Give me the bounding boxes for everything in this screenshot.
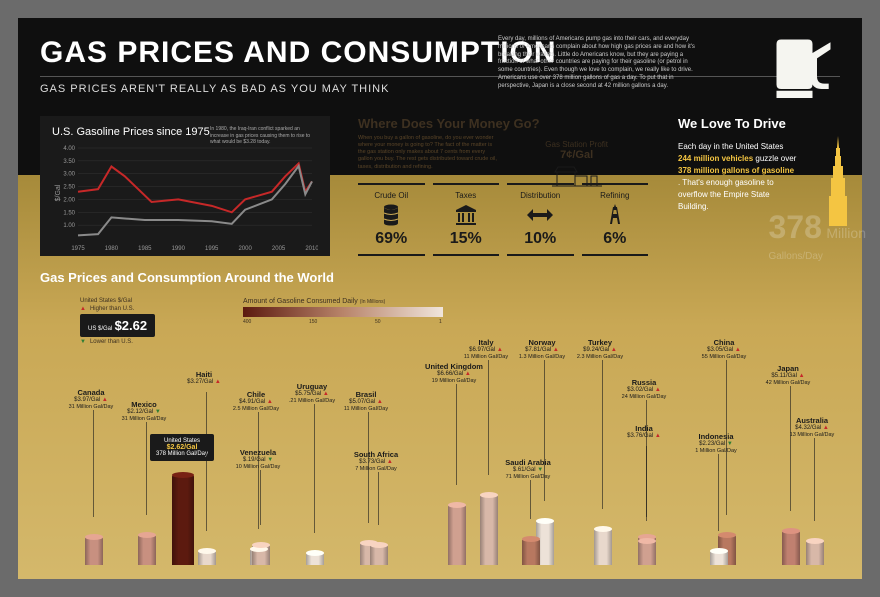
subtitle: GAS PRICES AREN'T REALLY AS BAD AS YOU M… bbox=[40, 83, 840, 95]
country-indonesia: Indonesia$2.23/Gal ▼1 Million Gal/Day bbox=[680, 432, 752, 455]
money-desc: When you buy a gallon of gasoline, do yo… bbox=[358, 135, 498, 171]
money-panel: Where Does Your Money Go? When you buy a… bbox=[358, 116, 648, 256]
leader-line bbox=[718, 454, 719, 531]
cylinder-uruguay bbox=[306, 550, 324, 565]
breakdown-arrows: Distribution10% bbox=[507, 183, 574, 256]
cylinder-saudi-arabia bbox=[522, 536, 540, 565]
chart-note: In 1980, the Iraq-Iran conflict sparked … bbox=[210, 126, 320, 146]
main-title: GAS PRICES AND CONSUMPTION bbox=[40, 36, 840, 70]
intro-text: Every day, millions of Americans pump ga… bbox=[498, 36, 698, 91]
cylinder-australia bbox=[806, 538, 824, 565]
barrel-icon bbox=[358, 204, 425, 226]
leader-line bbox=[814, 438, 815, 521]
cylinder-haiti bbox=[198, 548, 216, 565]
us-price-box: US $/Gal $2.62 bbox=[80, 314, 155, 337]
svg-text:2.50: 2.50 bbox=[63, 185, 75, 191]
country-india: India$3.76/Gal ▲ bbox=[608, 424, 680, 440]
cylinder-india bbox=[638, 538, 656, 565]
cylinder-united-kingdom bbox=[448, 502, 466, 565]
svg-text:2.00: 2.00 bbox=[63, 197, 75, 203]
higher-arrow: ▲Higher than U.S. bbox=[80, 306, 155, 312]
cylinder-mexico bbox=[138, 532, 156, 565]
price-chart-panel: U.S. Gasoline Prices since 1975 In 1980,… bbox=[40, 116, 330, 256]
svg-text:2005: 2005 bbox=[272, 246, 286, 252]
cylinder-us bbox=[172, 472, 194, 565]
country-venezuela: Venezuela$.19/Gal ▼10 Million Gal/Day bbox=[222, 448, 294, 471]
svg-text:1975: 1975 bbox=[71, 246, 85, 252]
drive-panel: We Love To Drive Each day in the United … bbox=[678, 116, 858, 256]
svg-text:$/Gal: $/Gal bbox=[55, 184, 62, 201]
arrows-icon bbox=[507, 204, 574, 226]
gradient-bar: 400150501 bbox=[243, 307, 443, 317]
bank-icon bbox=[433, 204, 500, 226]
country-haiti: Haiti$3.27/Gal ▲ bbox=[168, 370, 240, 386]
cylinder-venezuela bbox=[252, 542, 270, 565]
world-section-title: Gas Prices and Consumption Around the Wo… bbox=[40, 270, 334, 285]
world-map-area: United States$2.62/Gal378 Million Gal/Da… bbox=[40, 338, 840, 565]
leader-line bbox=[530, 480, 531, 519]
line-chart: 1.00 1.50 2.00 2.50 3.00 3.50 4.00 1975 1980 1985… bbox=[52, 144, 318, 252]
leader-line bbox=[260, 470, 261, 525]
country-saudi-arabia: Saudi Arabia$.61/Gal ▼71 Million Gal/Day bbox=[492, 458, 564, 481]
cylinder-south-africa bbox=[370, 542, 388, 565]
svg-text:3.00: 3.00 bbox=[63, 172, 75, 178]
country-brasil: Brasil$5.07/Gal ▲11 Million Gal/Day bbox=[330, 390, 402, 413]
leader-line bbox=[146, 422, 147, 515]
svg-text:1.00: 1.00 bbox=[63, 223, 75, 229]
money-title: Where Does Your Money Go? bbox=[358, 116, 648, 131]
breakdown-rig: Refining6% bbox=[582, 183, 649, 256]
svg-text:1985: 1985 bbox=[138, 246, 152, 252]
rig-icon bbox=[582, 204, 649, 226]
svg-text:1980: 1980 bbox=[105, 246, 119, 252]
breakdown-bank: Taxes15% bbox=[433, 183, 500, 256]
country-turkey: Turkey$9.24/Gal ▲2.3 Million Gal/Day bbox=[564, 338, 636, 361]
cylinder-turkey bbox=[594, 526, 612, 565]
big-stat: 378 Million Gallons/Day bbox=[768, 209, 866, 264]
header: GAS PRICES AND CONSUMPTION GAS PRICES AR… bbox=[18, 18, 862, 103]
svg-text:1990: 1990 bbox=[172, 246, 186, 252]
us-callout: United States$2.62/Gal378 Million Gal/Da… bbox=[150, 434, 214, 461]
leader-line bbox=[93, 410, 94, 517]
country-russia: Russia$3.02/Gal ▲24 Million Gal/Day bbox=[608, 378, 680, 401]
cylinder-italy bbox=[480, 492, 498, 565]
leader-line bbox=[488, 360, 489, 475]
country-mexico: Mexico$2.12/Gal ▼31 Million Gal/Day bbox=[108, 400, 180, 423]
drive-title: We Love To Drive bbox=[678, 116, 858, 131]
leader-line bbox=[314, 404, 315, 533]
gas-pump-icon bbox=[754, 26, 844, 116]
station-profit: Gas Station Profit 7¢/Gal bbox=[545, 140, 608, 189]
infographic-frame: GAS PRICES AND CONSUMPTION GAS PRICES AR… bbox=[18, 18, 862, 579]
leader-line bbox=[602, 360, 603, 509]
country-united-kingdom: United Kingdom$6.66/Gal ▲19 Million Gal/… bbox=[418, 362, 490, 385]
country-australia: Australia$4.32/Gal ▲13 Million Gal/Day bbox=[776, 416, 848, 439]
svg-text:4.00: 4.00 bbox=[63, 146, 75, 152]
leader-line bbox=[456, 384, 457, 485]
svg-text:2000: 2000 bbox=[238, 246, 252, 252]
consumption-gradient: Amount of Gasoline Consumed Daily (In Mi… bbox=[243, 298, 443, 317]
svg-text:1.50: 1.50 bbox=[63, 210, 75, 216]
country-japan: Japan$5.11/Gal ▲42 Million Gal/Day bbox=[752, 364, 824, 387]
cylinder-japan bbox=[782, 528, 800, 565]
divider bbox=[40, 76, 840, 77]
leader-line bbox=[646, 446, 647, 521]
cylinder-indonesia bbox=[710, 548, 728, 565]
cylinder-canada bbox=[85, 534, 103, 565]
svg-text:2010: 2010 bbox=[305, 246, 318, 252]
drive-text: Each day in the United States 244 millio… bbox=[678, 141, 798, 213]
leader-line bbox=[378, 472, 379, 525]
breakdown-barrel: Crude Oil69% bbox=[358, 183, 425, 256]
svg-text:1995: 1995 bbox=[205, 246, 219, 252]
country-china: China$3.05/Gal ▲55 Million Gal/Day bbox=[688, 338, 760, 361]
svg-text:3.50: 3.50 bbox=[63, 159, 75, 165]
cost-breakdown: Crude Oil69%Taxes15%Distribution10%Refin… bbox=[358, 183, 648, 256]
leader-line bbox=[206, 392, 207, 531]
leader-line bbox=[790, 386, 791, 511]
country-south-africa: South Africa$3.73/Gal ▲7 Million Gal/Day bbox=[340, 450, 412, 473]
